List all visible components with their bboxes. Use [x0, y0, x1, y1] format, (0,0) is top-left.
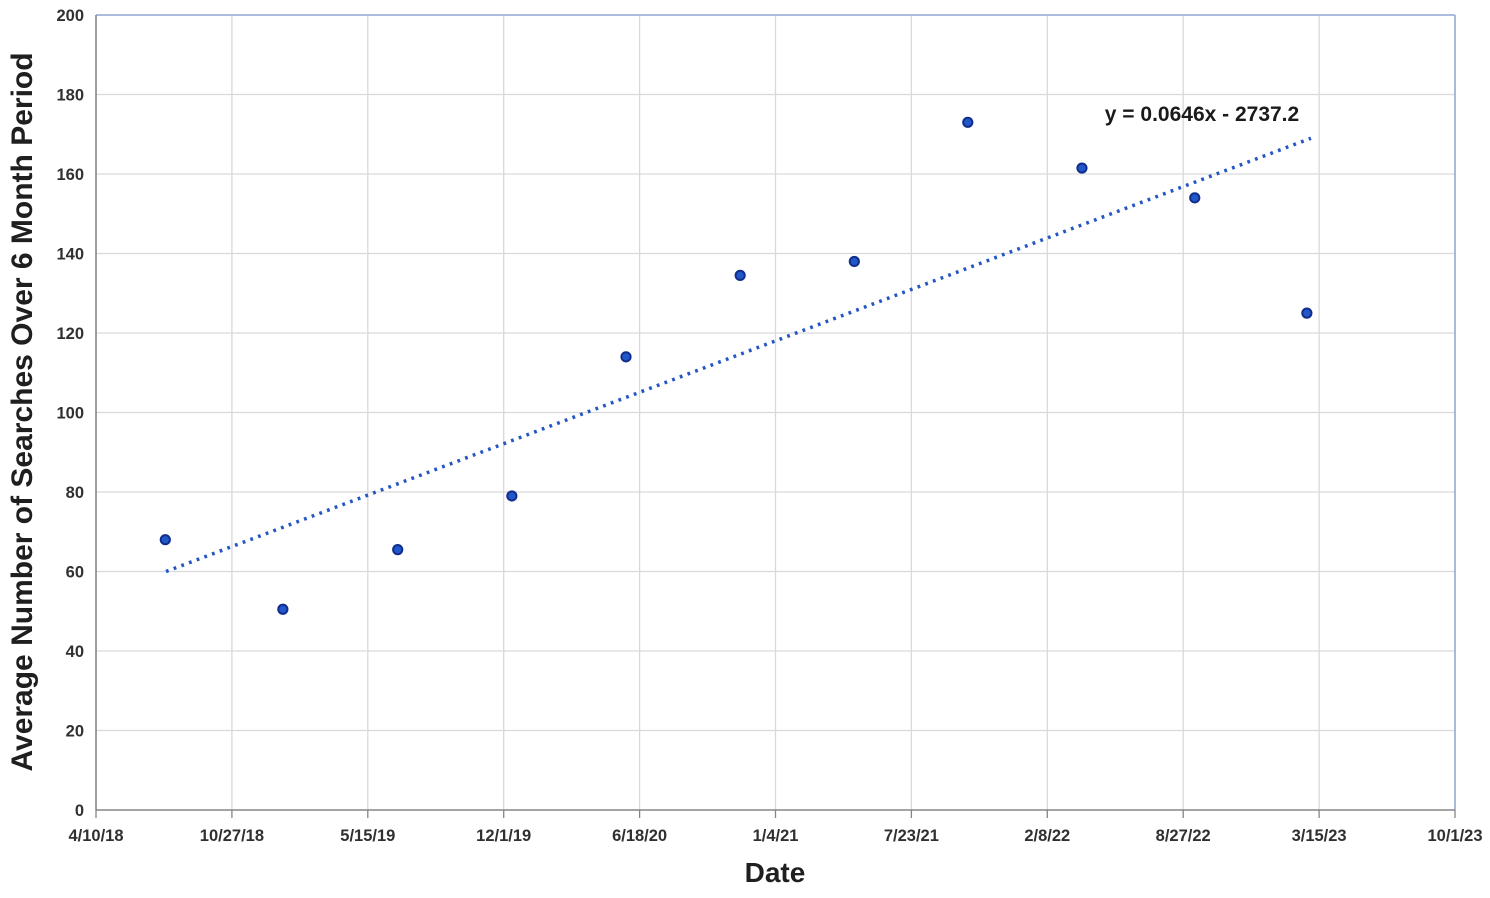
x-tick-label: 7/23/21 [884, 827, 939, 845]
y-tick-label: 0 [75, 802, 84, 820]
y-tick-label: 100 [56, 405, 84, 423]
y-tick-label: 160 [56, 166, 84, 184]
data-point [962, 116, 974, 128]
data-point [1076, 162, 1088, 174]
y-tick-label: 40 [66, 643, 84, 661]
trendline-equation-label: y = 0.0646x - 2737.2 [1105, 103, 1299, 126]
data-point [1301, 307, 1313, 319]
x-tick-label: 5/15/19 [340, 827, 395, 845]
x-tick-label: 10/1/23 [1427, 827, 1482, 845]
x-tick-label: 2/8/22 [1024, 827, 1070, 845]
x-tick-label: 8/27/22 [1156, 827, 1211, 845]
y-tick-label: 20 [66, 723, 84, 741]
data-point [277, 603, 289, 615]
x-tick-label: 10/27/18 [200, 827, 264, 845]
data-point [1189, 192, 1201, 204]
axes [95, 14, 1456, 818]
data-point [392, 544, 404, 556]
data-point [159, 534, 171, 546]
data-point [506, 490, 518, 502]
gridlines [96, 14, 1455, 810]
x-axis-tick-labels: 4/10/18 10/27/18 5/15/19 12/1/19 6/18/20 1/4/… [68, 827, 1482, 845]
y-tick-label: 120 [56, 325, 84, 343]
x-tick-label: 1/4/21 [753, 827, 799, 845]
data-point [734, 269, 746, 281]
x-tick-label: 12/1/19 [476, 827, 531, 845]
y-tick-label: 180 [56, 87, 84, 105]
x-tick-label: 4/10/18 [68, 827, 123, 845]
x-tick-label: 3/15/23 [1292, 827, 1347, 845]
x-tick-label: 6/18/20 [612, 827, 667, 845]
y-tick-label: 140 [56, 246, 84, 264]
y-tick-label: 200 [56, 7, 84, 25]
y-axis-tick-labels: 0 20 40 60 80 100 120 140 160 180 200 [56, 7, 84, 820]
data-point [848, 255, 860, 268]
data-points [159, 116, 1313, 615]
y-axis-title: Average Number of Searches Over 6 Month … [6, 52, 39, 771]
data-point [620, 351, 632, 363]
y-tick-label: 60 [66, 564, 84, 582]
x-axis-title: Date [745, 857, 806, 888]
trendline [165, 136, 1312, 574]
y-tick-label: 80 [66, 484, 84, 502]
